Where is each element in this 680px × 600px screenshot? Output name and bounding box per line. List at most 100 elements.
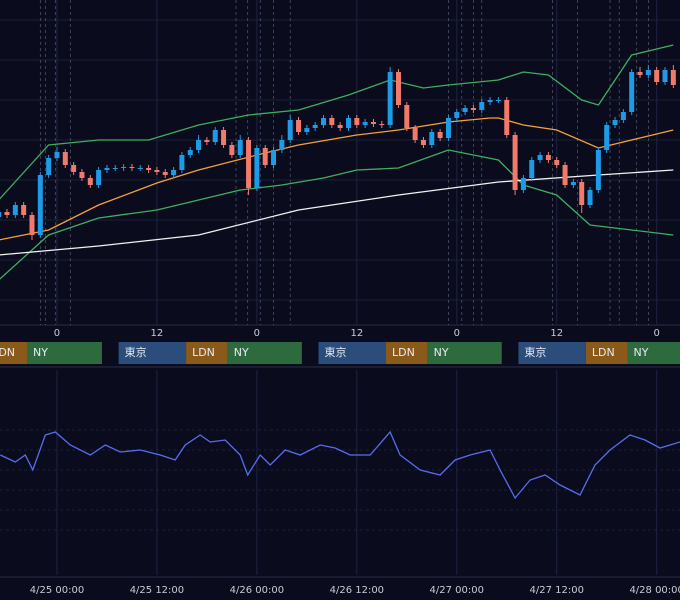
candle-body xyxy=(79,172,85,178)
x-tick-label: 0 xyxy=(454,328,460,339)
candle-body xyxy=(29,215,35,235)
candle-body xyxy=(229,145,235,155)
candle-body xyxy=(279,140,285,150)
candle-body xyxy=(337,125,343,128)
candle-body xyxy=(520,178,526,190)
candle-body xyxy=(462,108,468,112)
candle-body xyxy=(12,205,18,215)
candle-body xyxy=(121,167,127,168)
x-tick-label: 4/25 12:00 xyxy=(130,585,184,596)
candle-body xyxy=(395,72,401,105)
x-tick-label: 4/27 00:00 xyxy=(430,585,484,596)
candle-body xyxy=(554,160,560,165)
candle-body xyxy=(529,160,535,178)
candle-body xyxy=(46,158,52,175)
candle-body xyxy=(262,148,268,165)
candle-body xyxy=(504,100,510,135)
candle-body xyxy=(0,212,2,217)
candle-body xyxy=(495,100,501,101)
x-tick-label: 0 xyxy=(54,328,60,339)
candle-body xyxy=(595,150,601,190)
session-label: LDN xyxy=(192,346,215,359)
candle-body xyxy=(487,100,493,102)
candle-body xyxy=(345,118,351,128)
candle-body xyxy=(662,70,668,82)
candle-body xyxy=(271,150,277,165)
session-label: LDN xyxy=(392,346,415,359)
candle-body xyxy=(620,112,626,120)
oscillator-line xyxy=(0,430,680,500)
session-box xyxy=(627,342,680,364)
session-box xyxy=(518,342,586,364)
candle-body xyxy=(104,168,110,170)
candle-body xyxy=(454,112,460,118)
session-box xyxy=(118,342,187,364)
candle-body xyxy=(179,155,185,170)
candle-body xyxy=(387,72,393,125)
candle-body xyxy=(629,72,635,112)
candle-body xyxy=(637,72,643,75)
x-tick-label: 12 xyxy=(151,328,164,339)
candle-body xyxy=(212,130,218,142)
session-label: NY xyxy=(33,346,48,359)
session-box xyxy=(427,342,502,364)
session-label: 東京 xyxy=(524,345,546,359)
session-label: 東京 xyxy=(325,345,347,359)
candle-body xyxy=(604,125,610,150)
x-tick-label: 4/26 00:00 xyxy=(230,585,284,596)
x-tick-label: 0 xyxy=(254,328,260,339)
candle-body xyxy=(370,122,376,124)
candle-body xyxy=(645,70,651,75)
candle-body xyxy=(479,102,485,110)
candle-body xyxy=(237,140,243,155)
session-label: LDN xyxy=(592,346,615,359)
candle-body xyxy=(570,182,576,185)
candle-body xyxy=(187,150,193,155)
session-box xyxy=(26,342,102,364)
session-box xyxy=(227,342,302,364)
candle-body xyxy=(154,170,160,172)
candle-body xyxy=(654,70,660,82)
session-box xyxy=(585,342,628,364)
candle-body xyxy=(129,167,135,168)
candle-body xyxy=(62,152,68,165)
x-tick-label: 4/26 12:00 xyxy=(330,585,384,596)
x-tick-label: 4/27 12:00 xyxy=(530,585,584,596)
candle-body xyxy=(4,212,10,215)
x-tick-label: 12 xyxy=(550,328,563,339)
candle-body xyxy=(420,140,426,145)
candle-body xyxy=(612,120,618,125)
candle-body xyxy=(545,155,551,160)
candle-body xyxy=(221,130,227,145)
candle-body xyxy=(579,182,585,205)
candle-body xyxy=(670,70,676,85)
candle-body xyxy=(287,120,293,140)
candle-body xyxy=(437,132,443,138)
candle-body xyxy=(87,178,93,185)
session-box xyxy=(0,342,27,364)
candle-body xyxy=(321,118,327,125)
candle-body xyxy=(362,122,368,125)
candle-body xyxy=(304,128,310,132)
candle-body xyxy=(246,140,252,188)
candle-body xyxy=(196,140,202,150)
session-label: NY xyxy=(634,346,649,359)
candle-body xyxy=(512,135,518,190)
candle-body xyxy=(587,190,593,205)
indicator-line xyxy=(0,44,674,200)
session-box xyxy=(186,342,228,364)
candle-body xyxy=(329,118,335,125)
x-tick-label: 0 xyxy=(653,328,659,339)
x-tick-label: 12 xyxy=(350,328,363,339)
candle-body xyxy=(562,165,568,185)
candle-body xyxy=(296,120,302,132)
session-label: NY xyxy=(434,346,449,359)
candle-body xyxy=(171,170,177,175)
candle-body xyxy=(21,205,27,215)
candle-body xyxy=(54,152,60,158)
candle-body xyxy=(354,118,360,125)
x-tick-label: 4/25 00:00 xyxy=(30,585,84,596)
candle-body xyxy=(137,168,143,169)
candle-body xyxy=(254,148,260,188)
